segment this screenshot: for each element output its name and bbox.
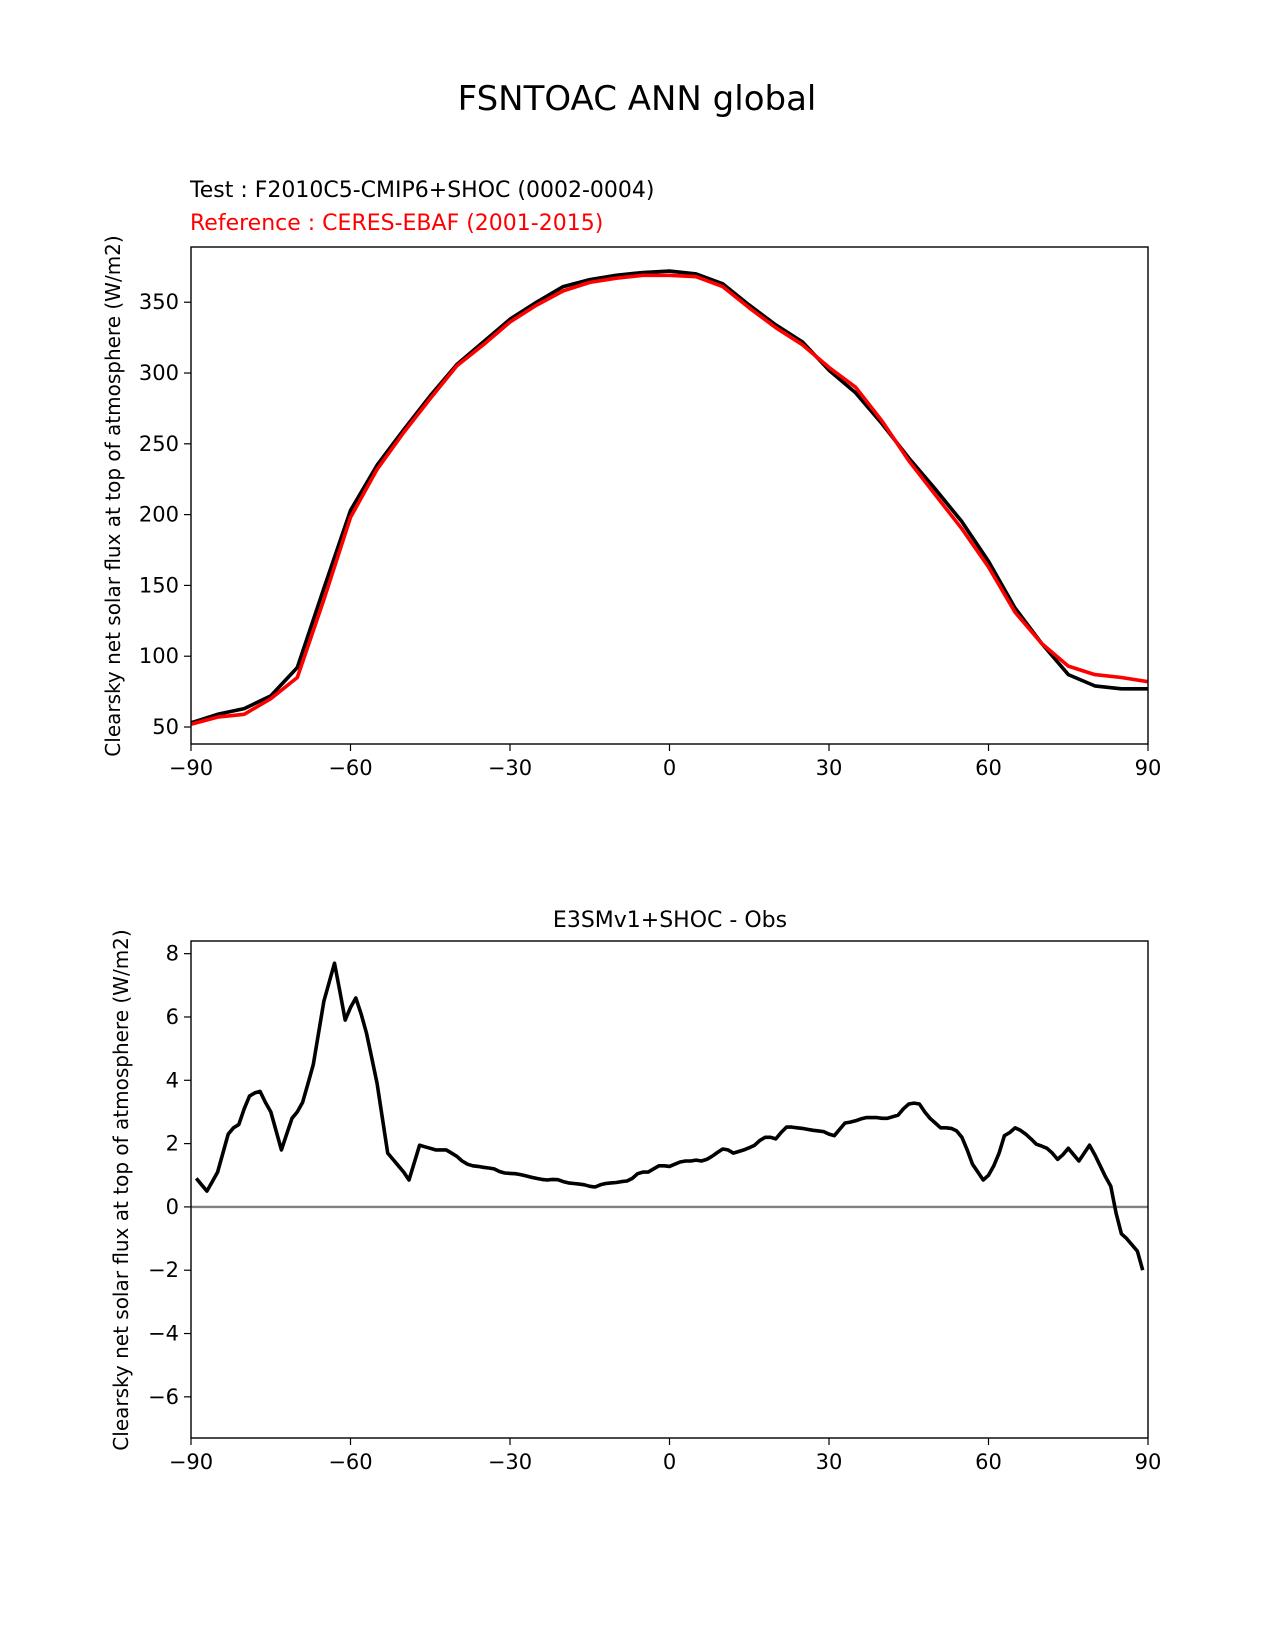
bottom-series-0	[194, 961, 1145, 1271]
top-series-test	[190, 269, 1148, 725]
top-ytick-label: 150	[139, 573, 179, 597]
bottom-ytick-label: −6	[148, 1385, 179, 1409]
bottom-xtick-label: 0	[663, 1450, 676, 1474]
top-ytick-label: 100	[139, 644, 179, 668]
bottom-xtick-label: −30	[488, 1450, 532, 1474]
bottom-title: E3SMv1+SHOC - Obs	[553, 908, 787, 933]
bottom-ytick-label: 4	[166, 1068, 179, 1092]
bottom-ytick-label: −4	[148, 1322, 179, 1346]
top-axes-frame	[190, 246, 1149, 745]
figure-title: FSNTOAC ANN global	[458, 79, 817, 119]
top-ytick-label: 300	[139, 361, 179, 385]
bottom-ytick-label: −2	[148, 1258, 179, 1282]
bottom-xtick-label: −60	[328, 1450, 372, 1474]
top-ytick-label: 50	[152, 715, 179, 739]
bottom-axes-frame	[190, 940, 1149, 1439]
bottom-ytick-label: 2	[166, 1132, 179, 1156]
bottom-xtick-label: 30	[816, 1450, 843, 1474]
top-xtick-label: 60	[975, 756, 1002, 780]
bottom-series	[191, 961, 1148, 1271]
top-series-reference	[190, 273, 1149, 726]
top-xtick-label: 90	[1135, 756, 1162, 780]
top-axes: −90 −60 −30 0 30 60 90 50 100 150 200 250 300 350	[139, 290, 1161, 780]
bottom-ylabel: Clearsky net solar flux at top of atmosp…	[109, 929, 133, 1450]
top-xtick-label: −60	[328, 756, 372, 780]
bottom-ytick-label: 0	[166, 1195, 179, 1219]
reference-label: Reference : CERES-EBAF (2001-2015)	[190, 211, 603, 236]
bottom-xtick-label: 90	[1135, 1450, 1162, 1474]
top-ytick-label: 200	[139, 503, 179, 527]
top-panel: Test : F2010C5-CMIP6+SHOC (0002-0004) Re…	[101, 178, 1161, 780]
top-xtick-label: 0	[663, 756, 676, 780]
test-label: Test : F2010C5-CMIP6+SHOC (0002-0004)	[189, 178, 654, 203]
bottom-xtick-label: −90	[169, 1450, 213, 1474]
bottom-ytick-label: 6	[166, 1005, 179, 1029]
bottom-panel: E3SMv1+SHOC - Obs −90 −60 −30 0 30 60 90−6−4−2…	[109, 908, 1161, 1474]
top-ytick-label: 350	[139, 290, 179, 314]
top-ytick-label: 250	[139, 432, 179, 456]
top-xtick-label: −30	[488, 756, 532, 780]
bottom-ytick-label: 8	[166, 942, 179, 966]
top-series	[190, 269, 1149, 726]
top-xtick-label: 30	[816, 756, 843, 780]
top-ylabel: Clearsky net solar flux at top of atmosp…	[101, 235, 125, 756]
top-xtick-label: −90	[169, 756, 213, 780]
bottom-axes: −90 −60 −30 0 30 60 90 −6 −4 −2 0 2 4 6 8	[148, 942, 1161, 1474]
bottom-xtick-label: 60	[975, 1450, 1002, 1474]
